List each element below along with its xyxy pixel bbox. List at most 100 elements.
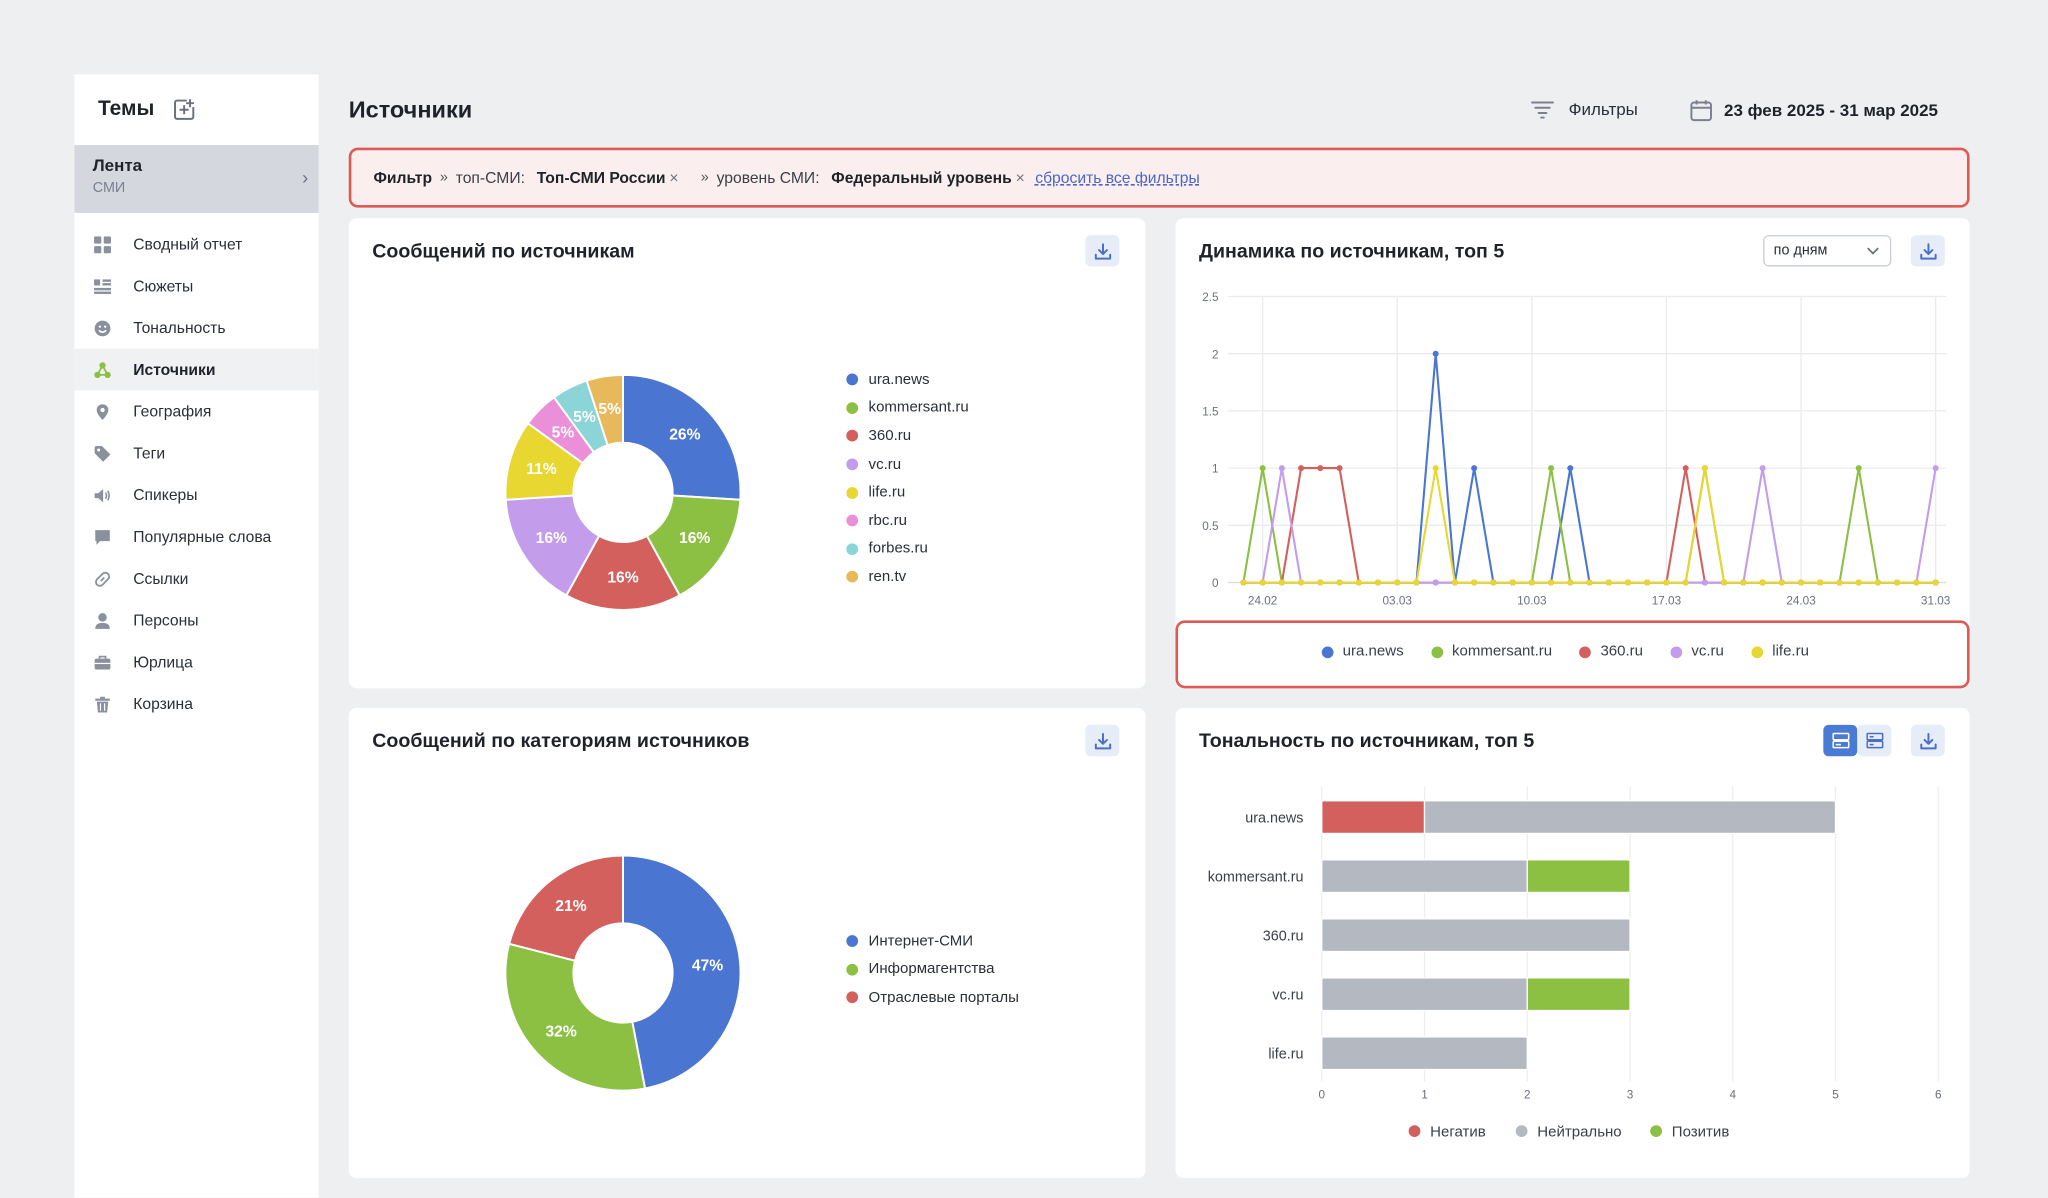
- data-point[interactable]: [1817, 579, 1824, 586]
- legend-item[interactable]: Интернет-СМИ: [846, 927, 1019, 955]
- data-point[interactable]: [1701, 465, 1708, 472]
- data-point[interactable]: [1259, 579, 1266, 586]
- legend-item[interactable]: kommersant.ru: [846, 394, 969, 422]
- legend-item[interactable]: ren.tv: [846, 563, 968, 591]
- data-point[interactable]: [1682, 465, 1689, 472]
- feed-selector[interactable]: Лента СМИ ›: [74, 144, 319, 213]
- data-point[interactable]: [1432, 465, 1439, 472]
- data-point[interactable]: [1894, 579, 1901, 586]
- data-point[interactable]: [1855, 465, 1862, 472]
- donut-slice[interactable]: [645, 494, 742, 597]
- data-point[interactable]: [1759, 465, 1766, 472]
- data-point[interactable]: [1413, 579, 1420, 586]
- data-point[interactable]: [1701, 579, 1708, 586]
- data-point[interactable]: [1317, 465, 1324, 472]
- legend-item[interactable]: 360.ru: [846, 422, 968, 450]
- data-point[interactable]: [1721, 579, 1728, 586]
- donut-slice[interactable]: [585, 373, 624, 447]
- sidebar-item-speakers[interactable]: Спикеры: [74, 474, 318, 516]
- donut-slice[interactable]: [622, 373, 742, 501]
- legend-item[interactable]: life.ru: [1751, 644, 1809, 660]
- sidebar-item-legal-entities[interactable]: Юрлица: [74, 641, 318, 683]
- legend-item[interactable]: vc.ru: [846, 450, 968, 478]
- data-point[interactable]: [1336, 579, 1343, 586]
- data-point[interactable]: [1644, 579, 1651, 586]
- download-button[interactable]: [1910, 724, 1945, 757]
- bar-segment[interactable]: [1321, 977, 1528, 1012]
- bar-segment[interactable]: [1526, 977, 1631, 1012]
- sidebar-item-summary[interactable]: Сводный отчет: [74, 223, 318, 265]
- data-point[interactable]: [1336, 465, 1343, 472]
- data-point[interactable]: [1240, 579, 1247, 586]
- sidebar-item-geography[interactable]: География: [74, 391, 318, 433]
- legend-item[interactable]: vc.ru: [1670, 644, 1724, 660]
- legend-item[interactable]: kommersant.ru: [1431, 644, 1552, 660]
- data-point[interactable]: [1913, 579, 1920, 586]
- legend-item[interactable]: ura.news: [1321, 644, 1404, 660]
- data-point[interactable]: [1932, 465, 1939, 472]
- bar-segment[interactable]: [1321, 800, 1426, 835]
- legend-label[interactable]: Нейтрально: [1537, 1123, 1621, 1140]
- data-point[interactable]: [1548, 465, 1555, 472]
- bar-segment[interactable]: [1526, 859, 1631, 894]
- data-point[interactable]: [1855, 579, 1862, 586]
- legend-item[interactable]: 360.ru: [1579, 644, 1643, 660]
- bar-segment[interactable]: [1321, 918, 1631, 953]
- data-point[interactable]: [1759, 579, 1766, 586]
- donut-slice[interactable]: [504, 494, 601, 597]
- stacked-view-button[interactable]: [1823, 724, 1858, 757]
- legend-item[interactable]: forbes.ru: [846, 535, 968, 563]
- legend-item[interactable]: Информагентства: [846, 956, 1019, 984]
- remove-filter-icon[interactable]: ×: [1015, 168, 1025, 187]
- data-point[interactable]: [1355, 579, 1362, 586]
- data-point[interactable]: [1682, 579, 1689, 586]
- data-point[interactable]: [1298, 465, 1305, 472]
- data-point[interactable]: [1490, 579, 1497, 586]
- data-point[interactable]: [1278, 579, 1285, 586]
- period-select[interactable]: по дням: [1763, 235, 1892, 267]
- data-point[interactable]: [1278, 465, 1285, 472]
- data-point[interactable]: [1432, 579, 1439, 586]
- data-point[interactable]: [1471, 579, 1478, 586]
- filters-button[interactable]: Фильтры: [1531, 99, 1638, 119]
- data-point[interactable]: [1471, 465, 1478, 472]
- data-point[interactable]: [1259, 465, 1266, 472]
- donut-slice[interactable]: [507, 854, 624, 962]
- data-point[interactable]: [1798, 579, 1805, 586]
- donut-slice[interactable]: [504, 942, 647, 1092]
- download-button[interactable]: [1085, 235, 1120, 267]
- sidebar-item-stories[interactable]: Сюжеты: [74, 265, 318, 307]
- grouped-view-button[interactable]: [1857, 724, 1892, 757]
- data-point[interactable]: [1528, 579, 1535, 586]
- data-point[interactable]: [1375, 579, 1382, 586]
- data-point[interactable]: [1394, 579, 1401, 586]
- data-point[interactable]: [1451, 579, 1458, 586]
- sidebar-item-tonality[interactable]: Тональность: [74, 307, 318, 349]
- bar-segment[interactable]: [1423, 800, 1837, 835]
- data-point[interactable]: [1778, 579, 1785, 586]
- sidebar-item-popular-words[interactable]: Популярные слова: [74, 516, 318, 558]
- data-point[interactable]: [1509, 579, 1516, 586]
- add-topic-icon[interactable]: [173, 98, 197, 122]
- legend-label[interactable]: Позитив: [1672, 1123, 1730, 1140]
- data-point[interactable]: [1567, 465, 1574, 472]
- data-point[interactable]: [1567, 579, 1574, 586]
- legend-label[interactable]: Негатив: [1430, 1123, 1486, 1140]
- legend-item[interactable]: life.ru: [846, 479, 968, 507]
- data-point[interactable]: [1317, 579, 1324, 586]
- data-point[interactable]: [1548, 579, 1555, 586]
- bar-segment[interactable]: [1321, 1036, 1528, 1071]
- data-point[interactable]: [1432, 350, 1439, 357]
- data-point[interactable]: [1740, 579, 1747, 586]
- download-button[interactable]: [1085, 724, 1120, 757]
- data-point[interactable]: [1586, 579, 1593, 586]
- data-point[interactable]: [1624, 579, 1631, 586]
- sidebar-item-links[interactable]: Ссылки: [74, 558, 318, 600]
- sidebar-item-tags[interactable]: Теги: [74, 432, 318, 474]
- legend-item[interactable]: Отраслевые порталы: [846, 984, 1019, 1012]
- data-point[interactable]: [1874, 579, 1881, 586]
- data-point[interactable]: [1298, 579, 1305, 586]
- remove-filter-icon[interactable]: ×: [669, 168, 679, 187]
- sidebar-item-persons[interactable]: Персоны: [74, 599, 318, 641]
- donut-slice[interactable]: [622, 854, 742, 1090]
